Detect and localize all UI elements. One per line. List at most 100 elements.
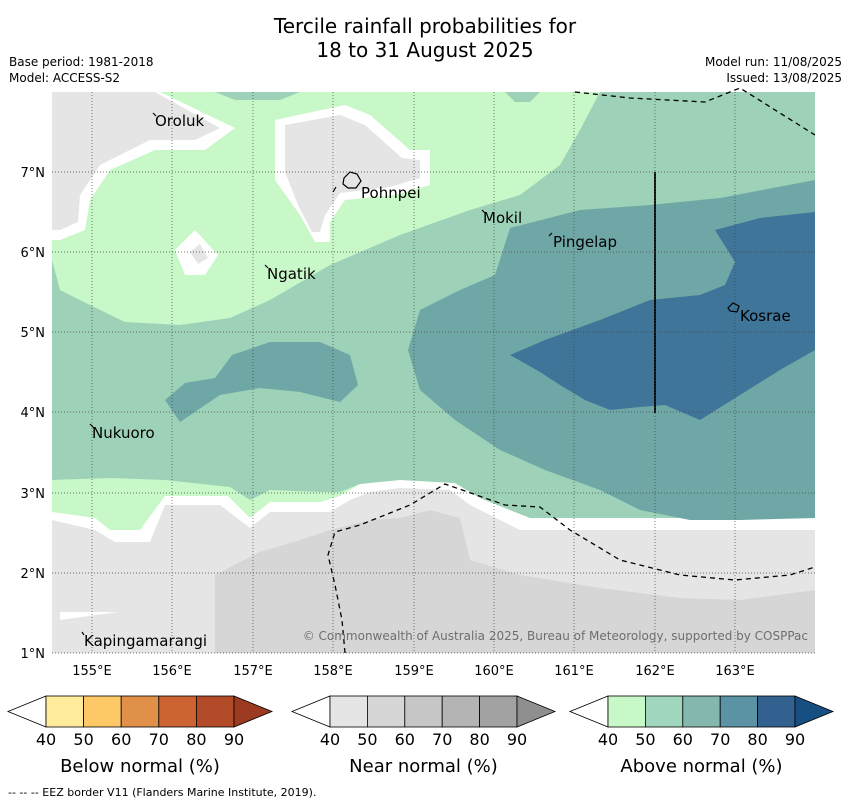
x-tick-158: 158°E (313, 664, 353, 679)
colorbar-tick-label: 90 (507, 730, 527, 749)
colorbar-extend-high (233, 695, 274, 728)
pingelap-marker (548, 232, 553, 237)
x-tick-160: 160°E (474, 664, 514, 679)
eez-border-north (574, 87, 816, 136)
colorbar-tick-label: 60 (111, 730, 131, 749)
colorbar-tick-label: 80 (747, 730, 767, 749)
x-tick-156: 156°E (152, 664, 192, 679)
model-run: Model run: 11/08/2025 (704, 55, 842, 69)
meta-right: Model run: 11/08/2025 Issued: 13/08/2025 (705, 54, 842, 86)
meta-left: Base period: 1981-2018 Model: ACCESS-S2 (9, 54, 154, 86)
colorbar-extend-high (516, 695, 557, 728)
colorbar-tick-label: 80 (186, 730, 206, 749)
place-label-pingelap: Pingelap (553, 233, 617, 251)
colorbar-title: Below normal (%) (60, 756, 220, 777)
near-normal-60-region (215, 510, 815, 653)
colorbar-swatch (366, 695, 406, 728)
colorbar-swatch (757, 695, 796, 728)
colorbar-tick-label: 80 (469, 730, 489, 749)
place-label-kapingamarangi: Kapingamarangi (84, 632, 207, 650)
colorbar-swatch (682, 695, 721, 728)
colorbar-tick-label: 90 (224, 730, 244, 749)
y-tick-5n: 5°N (21, 326, 46, 341)
x-axis-ticks: 155°E 156°E 157°E 158°E 159°E 160°E 161°… (72, 664, 755, 679)
colorbar-swatch (329, 695, 368, 728)
eez-border-south (327, 483, 816, 654)
white-band-southwest (60, 612, 118, 620)
colorbar-swatch (404, 695, 443, 728)
x-tick-159: 159°E (394, 664, 434, 679)
map-plot-area (52, 92, 815, 653)
above-normal-70-west-patch (165, 342, 358, 422)
colorbar-extend-low (290, 695, 331, 728)
colorbar-tick-label: 90 (785, 730, 805, 749)
colorbar-tick-label: 50 (635, 730, 655, 749)
colorbar-tick-label: 60 (673, 730, 693, 749)
place-label-pohnpei: Pohnpei (361, 184, 421, 202)
chart-title-line1: Tercile rainfall probabilities for (273, 14, 577, 38)
chart-title-line2: 18 to 31 August 2025 (316, 38, 534, 62)
x-tick-161: 161°E (554, 664, 594, 679)
colorbar-tick-label: 40 (36, 730, 56, 749)
issued-date: Issued: 13/08/2025 (726, 71, 842, 85)
eez-borders (327, 87, 816, 654)
colorbar-swatch (45, 695, 84, 728)
ngatik-marker (264, 264, 269, 269)
colorbar-title: Above normal (%) (620, 756, 782, 777)
eez-footnote: -- -- -- EEZ border V11 (Flanders Marine… (8, 786, 317, 799)
kapinga-marker (81, 631, 85, 636)
colorbar-swatch (441, 695, 481, 728)
colorbar-swatch (645, 695, 684, 728)
x-tick-162: 162°E (635, 664, 675, 679)
x-tick-155: 155°E (72, 664, 112, 679)
colorbar-tick-label: 70 (710, 730, 730, 749)
y-tick-6n: 6°N (21, 246, 46, 261)
x-tick-157: 157°E (233, 664, 273, 679)
pohnpei-outline (342, 171, 362, 189)
colorbar-tick-label: 70 (149, 730, 169, 749)
y-tick-4n: 4°N (21, 406, 46, 421)
colorbar-swatch (158, 695, 197, 728)
base-period: Base period: 1981-2018 (9, 55, 154, 69)
pohnpei-dash (332, 186, 337, 193)
model-name: Model: ACCESS-S2 (9, 71, 121, 85)
kosrae-outline (727, 302, 740, 313)
nukuoro-marker (89, 423, 95, 429)
colorbar-tick-label: 50 (73, 730, 93, 749)
colorbar-tick-label: 40 (320, 730, 340, 749)
place-label-nukuoro: Nukuoro (92, 424, 155, 442)
y-tick-7n: 7°N (21, 166, 46, 181)
above-normal-80-region (510, 212, 815, 420)
colorbar-swatch (83, 695, 122, 728)
place-label-ngatik: Ngatik (267, 265, 316, 283)
place-label-oroluk: Oroluk (155, 112, 204, 130)
colorbar-near-normal: 40 50 60 70 80 90 Near normal (%) (290, 695, 557, 777)
colorbar-tick-label: 40 (598, 730, 618, 749)
island-outlines (81, 112, 740, 636)
colorbar-swatch (195, 695, 235, 728)
colorbar-extend-high (794, 695, 835, 728)
y-tick-3n: 3°N (21, 487, 46, 502)
mokil-marker (481, 209, 486, 214)
near-normal-pohnpei-patch-fill (285, 115, 420, 232)
colorbar-tick-label: 60 (395, 730, 415, 749)
above-normal-60-north-blob (505, 92, 540, 102)
oroluk-marker (152, 112, 157, 117)
colorbar-swatch (719, 695, 759, 728)
above-normal-60-north-strip (215, 92, 300, 100)
colorbar-tick-label: 50 (357, 730, 377, 749)
place-labels: Oroluk Pohnpei Mokil Pingelap Ngatik Kos… (84, 112, 791, 650)
copyright-notice: © Commonwealth of Australia 2025, Bureau… (303, 629, 808, 643)
colorbar-swatch (120, 695, 160, 728)
near-normal-small-patch-fill (190, 244, 208, 264)
colorbar-tick-label: 70 (432, 730, 452, 749)
colorbar-swatch (607, 695, 646, 728)
grid-lines (52, 92, 815, 654)
place-label-mokil: Mokil (483, 209, 522, 227)
y-tick-1n: 1°N (21, 647, 46, 662)
colorbar-title: Near normal (%) (349, 756, 498, 777)
y-tick-2n: 2°N (21, 567, 46, 582)
